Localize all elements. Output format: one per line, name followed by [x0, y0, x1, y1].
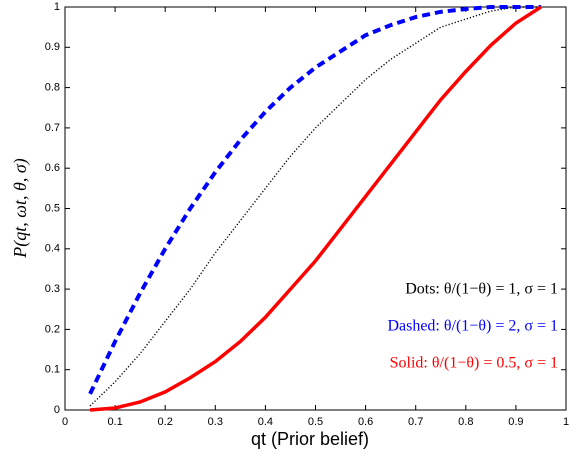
y-tick-label: 0.4 [45, 243, 60, 255]
legend-entry: Dots: θ/(1−θ) = 1, σ = 1 [405, 281, 558, 298]
x-tick-label: 0.1 [107, 416, 122, 428]
plot-frame [64, 6, 567, 411]
series-line [88, 5, 541, 395]
series-line [89, 6, 541, 407]
y-tick-label: 1 [54, 1, 60, 13]
y-tick-label: 0.8 [45, 82, 60, 94]
x-tick-label: 1 [563, 416, 569, 428]
x-tick-label: 0.9 [508, 416, 523, 428]
x-tick-label: 0 [62, 416, 68, 428]
x-tick-label: 0.3 [208, 416, 223, 428]
x-tick-label: 0.2 [158, 416, 173, 428]
y-tick-label: 0.9 [45, 41, 60, 53]
legend-entry: Dashed: θ/(1−θ) = 2, σ = 1 [387, 318, 558, 335]
x-tick-label: 0.4 [258, 416, 273, 428]
x-tick-label: 0.8 [458, 416, 473, 428]
x-axis-label: qt (Prior belief) [251, 429, 369, 449]
legend-entry: Solid: θ/(1−θ) = 0.5, σ = 1 [390, 355, 558, 372]
series-line [89, 5, 542, 412]
y-tick-label: 0 [54, 404, 60, 416]
y-tick-label: 0.3 [45, 283, 60, 295]
y-tick-label: 0.1 [45, 364, 60, 376]
y-tick-label: 0.7 [45, 122, 60, 134]
y-tick-label: 0.6 [45, 162, 60, 174]
y-axis-label: P(qt, ωt, θ, σ) [10, 158, 31, 258]
x-tick-label: 0.7 [408, 416, 423, 428]
y-tick-label: 0.2 [45, 323, 60, 335]
x-tick-label: 0.6 [358, 416, 373, 428]
y-tick-label: 0.5 [45, 202, 60, 214]
x-tick-label: 0.5 [308, 416, 323, 428]
